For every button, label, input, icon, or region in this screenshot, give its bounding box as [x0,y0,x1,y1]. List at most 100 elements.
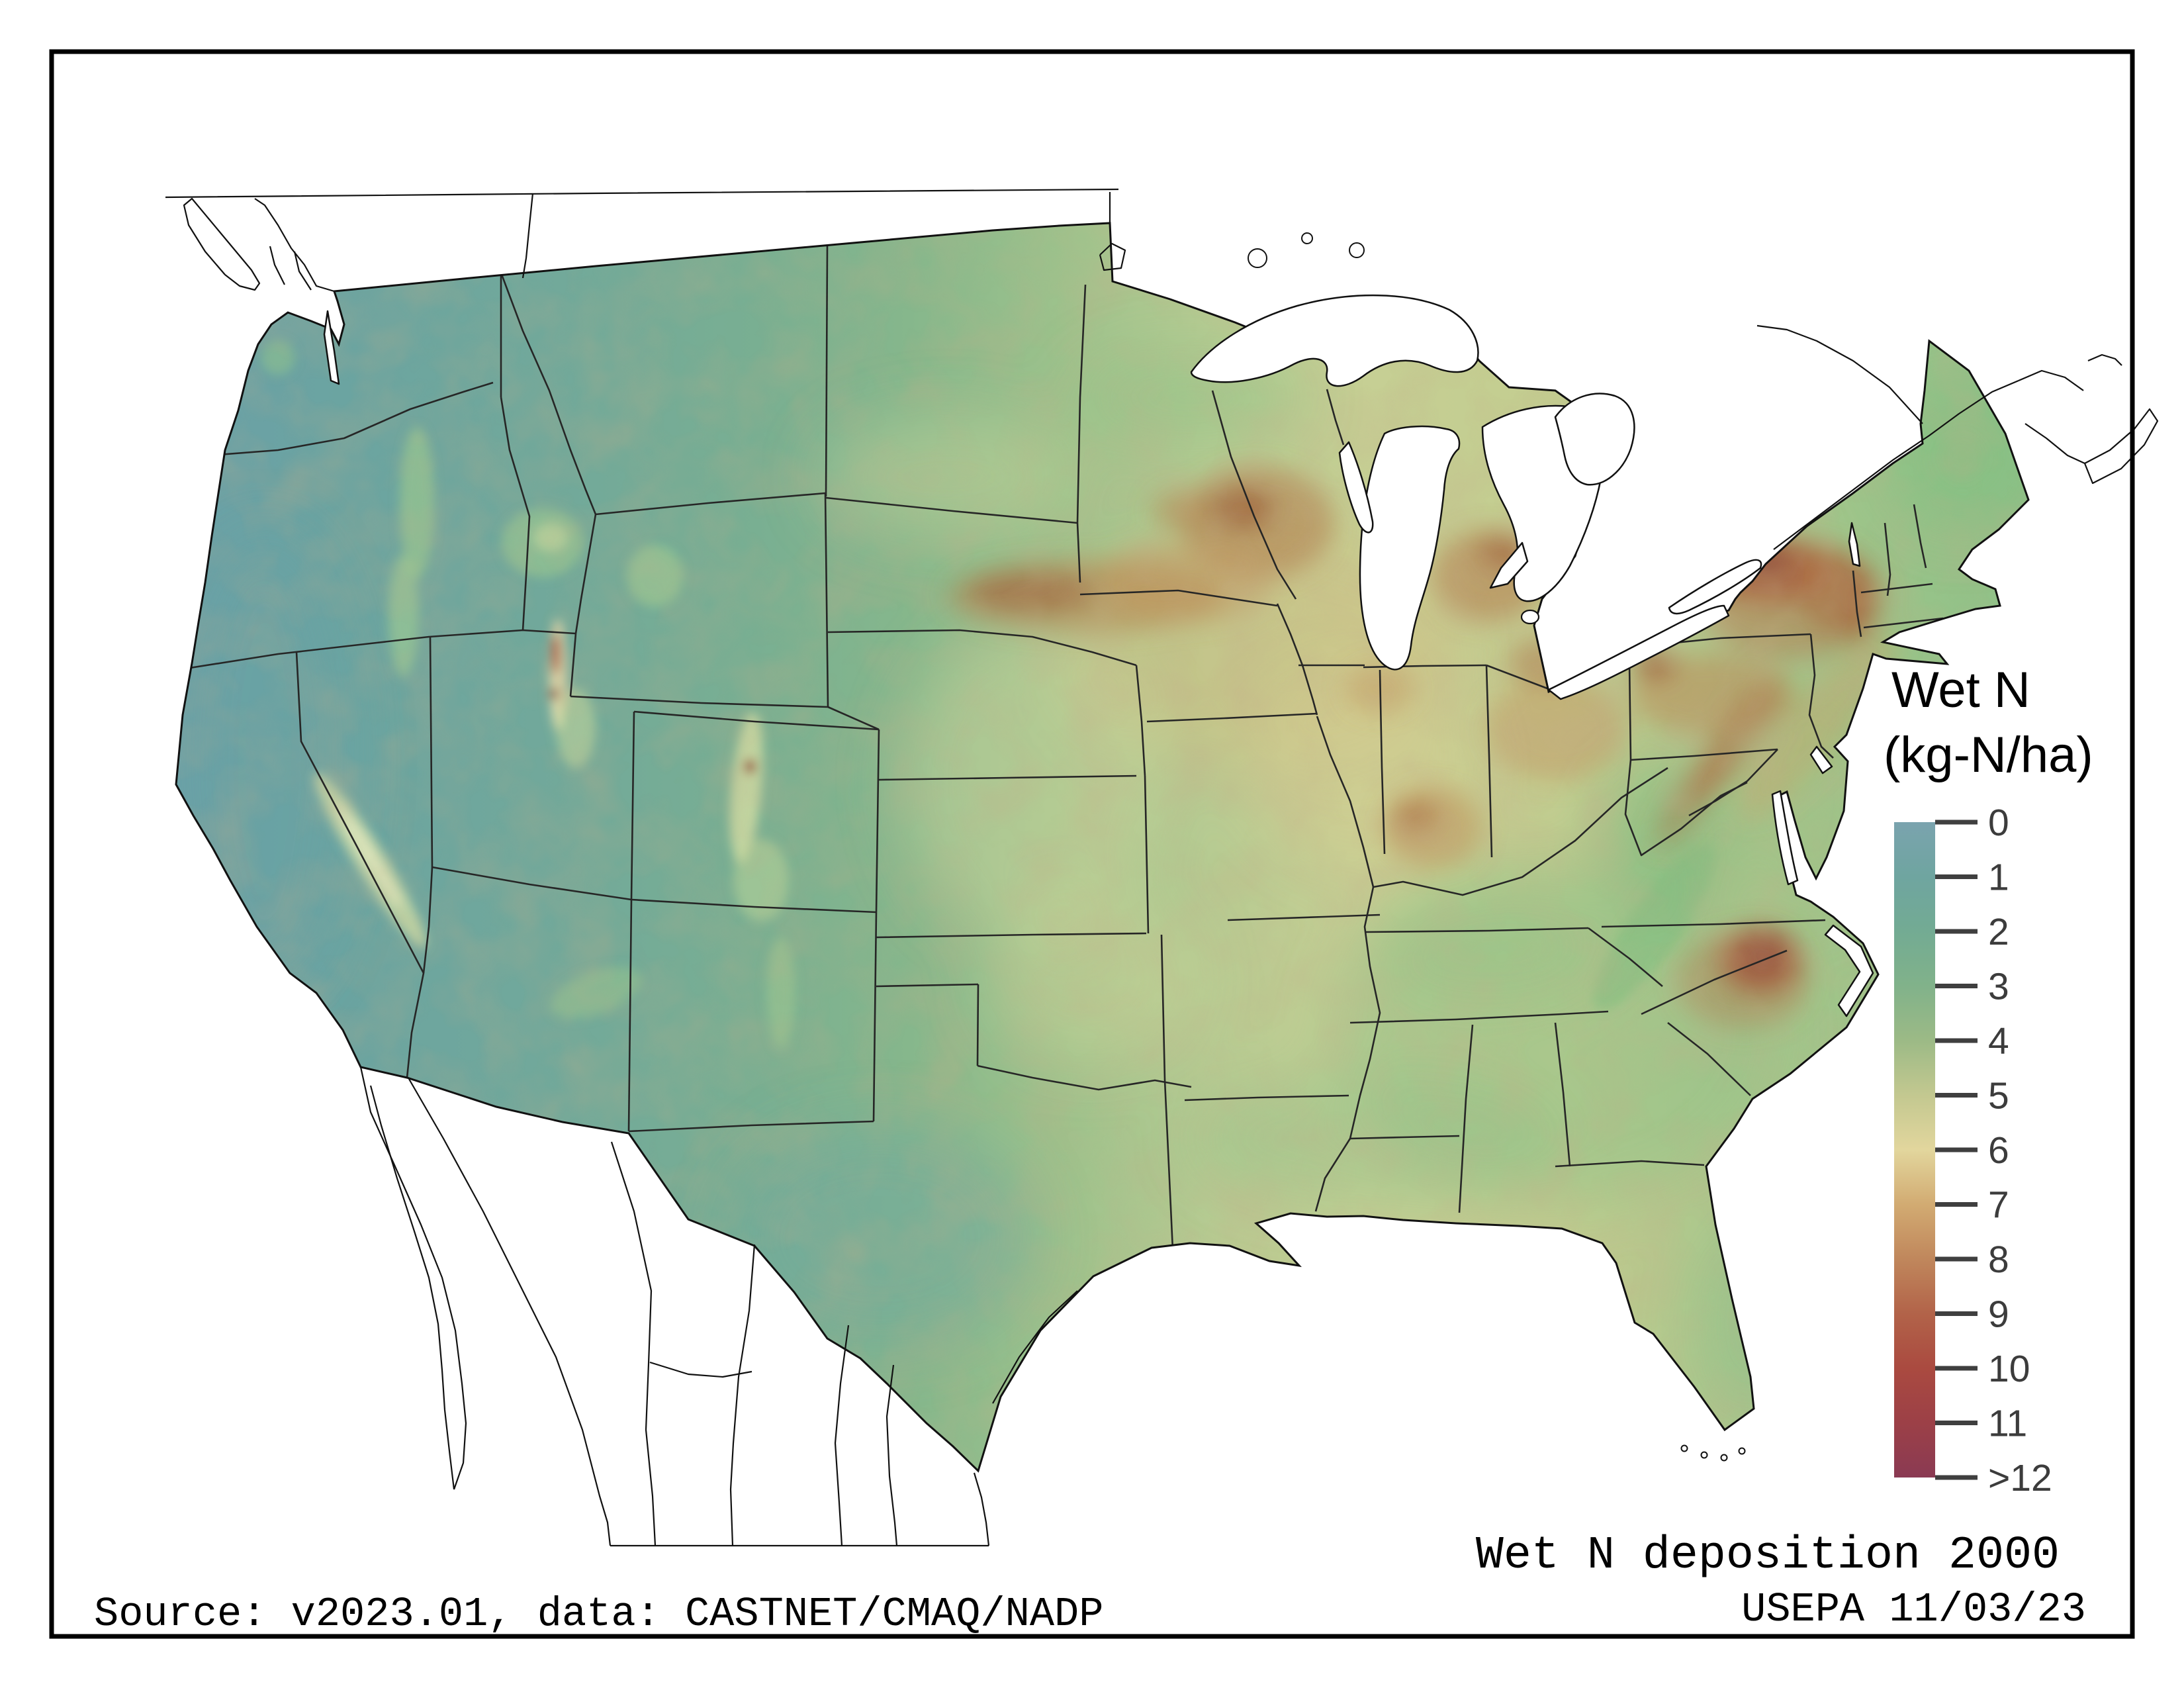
state-border-line [574,514,597,634]
state-border-line [1364,927,1589,933]
state-border-line [630,711,635,900]
state-border-line [191,381,494,458]
colorbar-tick-label: 6 [1988,1129,2009,1172]
international-outline [369,1085,455,1490]
state-border-line [1227,914,1381,921]
international-outline [886,1364,898,1546]
colorbar-tick-label: 7 [1988,1184,2009,1227]
international-outline [2025,423,2085,464]
state-border-line [1076,522,1081,583]
state-border-line [824,492,829,708]
colorbar-tick-label: 5 [1988,1075,2009,1117]
international-outline [1773,379,2019,550]
international-outline [729,1244,756,1546]
state-border-line [1486,664,1548,690]
state-border-line [1079,589,1278,607]
state-border-line [422,867,433,974]
state-border-line [628,1120,874,1133]
state-border-line [500,272,597,515]
state-border-line [1144,775,1150,934]
state-border-line [1314,886,1381,1212]
colorbar-tick-label: 4 [1988,1020,2009,1062]
international-outline [183,197,261,291]
state-border-line [1379,669,1386,855]
state-border-line [1184,1094,1349,1102]
state-border-line [825,496,1078,524]
state-border-line [633,710,880,731]
florida-keys-dots [1680,1444,1746,1462]
lake-shape [1554,393,1635,486]
lake-st-clair [1520,609,1540,625]
florida-key-island [1720,1454,1728,1462]
lake-shape [1489,541,1529,589]
international-outline [2018,369,2084,391]
state-border-line [570,695,829,708]
state-border-line [876,983,979,988]
state-borders [177,246,1944,1250]
state-border-line [595,492,826,516]
state-border-line [1458,1024,1474,1213]
international-outline [992,1290,1078,1404]
agency-date-stamp: USEPA 11/03/23 [1741,1586,2086,1633]
colorbar-tick-label: 10 [1988,1348,2030,1390]
map-annotation: Wet N deposition 2000 [1476,1530,2060,1582]
state-border-line [1601,919,1826,928]
colorbar-tick-label: 11 [1988,1403,2027,1445]
international-outline [359,1066,467,1490]
state-border-line [1641,949,1788,1015]
international-outline [973,1472,990,1546]
state-border-line [1588,927,1663,987]
state-border-line [1163,1080,1174,1250]
lake-shape [1848,522,1861,567]
state-border-line [876,932,1147,939]
source-note: Source: v2023.01, data: CASTNET/CMAQ/NAD… [94,1591,1103,1638]
state-border-line [1326,389,1345,445]
canada-mexico-outlines [165,188,2159,1547]
international-outline [522,193,534,279]
lake-shape [1359,425,1461,671]
state-border-line [1860,583,1933,594]
canadian-lake [1301,232,1313,244]
international-outline [834,1325,850,1546]
state-border-line [1555,1160,1705,1168]
map-area [165,188,2159,1547]
colorbar-tick-label: 2 [1988,911,2009,953]
state-border-line [1076,284,1087,524]
international-outline [254,198,335,293]
international-outline [2087,353,2122,366]
canadian-lake [1349,242,1365,258]
state-border-line [1349,1010,1609,1024]
state-border-line [1485,665,1493,858]
state-border-line [295,651,425,1078]
florida-key-island [1680,1444,1688,1452]
state-border-line [875,729,880,913]
state-border-line [1160,934,1166,1081]
state-border-line [569,633,577,697]
state-border-line [1863,617,1944,629]
colorbar-tick-label: 9 [1988,1293,2009,1336]
state-border-line [827,706,880,731]
state-border-line [432,866,632,901]
raster-grain-texture [176,223,2028,1471]
state-border-line [1624,759,1748,857]
plot-frame [49,49,2135,1639]
lake-shape [1771,790,1799,886]
international-outline [1756,324,1923,424]
international-outline [610,1141,657,1546]
international-outline [408,1078,612,1546]
state-border-line [1554,1022,1571,1167]
state-border-line [1630,748,1778,761]
state-border-line [1373,767,1668,896]
lake-shape [1338,441,1374,534]
international-outline [293,251,312,291]
international-outline [2083,408,2159,485]
state-border-line [872,912,878,1122]
international-outline [165,188,1119,199]
state-border-line [1363,664,1487,669]
florida-key-island [1700,1451,1708,1459]
colorbar-tick-label: 3 [1988,966,2009,1008]
florida-key-island [1738,1447,1746,1455]
lake-shape [1824,924,1874,1017]
state-border-line [1667,1021,1751,1096]
